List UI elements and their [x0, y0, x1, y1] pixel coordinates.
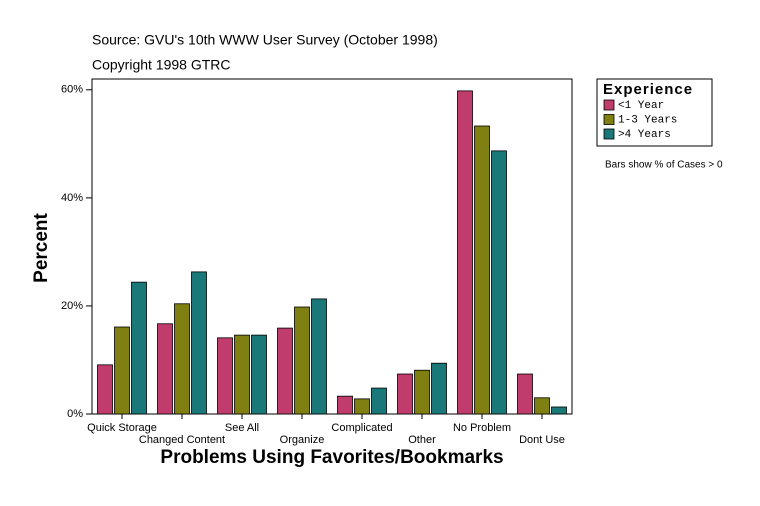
bar — [517, 373, 533, 415]
bar — [397, 373, 413, 415]
x-tick-label: Complicated — [331, 422, 392, 434]
bar — [234, 334, 250, 415]
legend-label: >4 Years — [618, 129, 671, 141]
bar — [311, 298, 327, 415]
x-tick-label: Dont Use — [519, 434, 565, 446]
bar — [337, 395, 353, 415]
y-tick-label: 60% — [61, 84, 83, 96]
bar — [277, 327, 293, 415]
y-tick-label: 20% — [61, 300, 83, 312]
bar — [294, 306, 310, 415]
bar — [251, 334, 267, 415]
y-tick-label: 0% — [67, 408, 83, 420]
x-tick-label: Quick Storage — [87, 422, 157, 434]
bar — [474, 125, 490, 415]
bar — [414, 369, 430, 415]
bar — [174, 303, 190, 415]
bar — [191, 271, 207, 415]
x-tick-label: Changed Content — [139, 434, 225, 446]
bar — [491, 150, 507, 415]
x-tick-label: Other — [408, 434, 436, 446]
legend-swatch — [603, 114, 615, 125]
bar — [534, 397, 550, 415]
note: Bars show % of Cases > 0 — [605, 160, 723, 171]
bar — [431, 362, 447, 415]
x-tick-label: See All — [225, 422, 259, 434]
legend-swatch — [603, 99, 615, 111]
legend-swatch — [603, 128, 615, 140]
x-tick-label: No Problem — [453, 422, 511, 434]
legend-label: 1-3 Years — [618, 114, 677, 126]
x-axis-label: Problems Using Favorites/Bookmarks — [160, 447, 503, 468]
bar — [457, 90, 473, 415]
legend-title: Experience — [603, 81, 693, 98]
x-tick-label: Organize — [280, 434, 325, 446]
bar — [114, 326, 130, 415]
bar — [131, 281, 147, 415]
y-axis-label: Percent — [31, 212, 52, 282]
bar — [157, 323, 173, 415]
legend-box — [596, 78, 713, 147]
bar — [354, 398, 370, 415]
source: Source: GVU's 10th WWW User Survey (Octo… — [92, 32, 438, 48]
bar — [217, 337, 233, 415]
bar — [97, 364, 113, 415]
copyright: Copyright 1998 GTRC — [92, 57, 231, 73]
bar — [371, 387, 387, 415]
bar — [551, 406, 567, 415]
y-tick-label: 40% — [61, 192, 83, 204]
legend-label: <1 Year — [618, 100, 664, 112]
